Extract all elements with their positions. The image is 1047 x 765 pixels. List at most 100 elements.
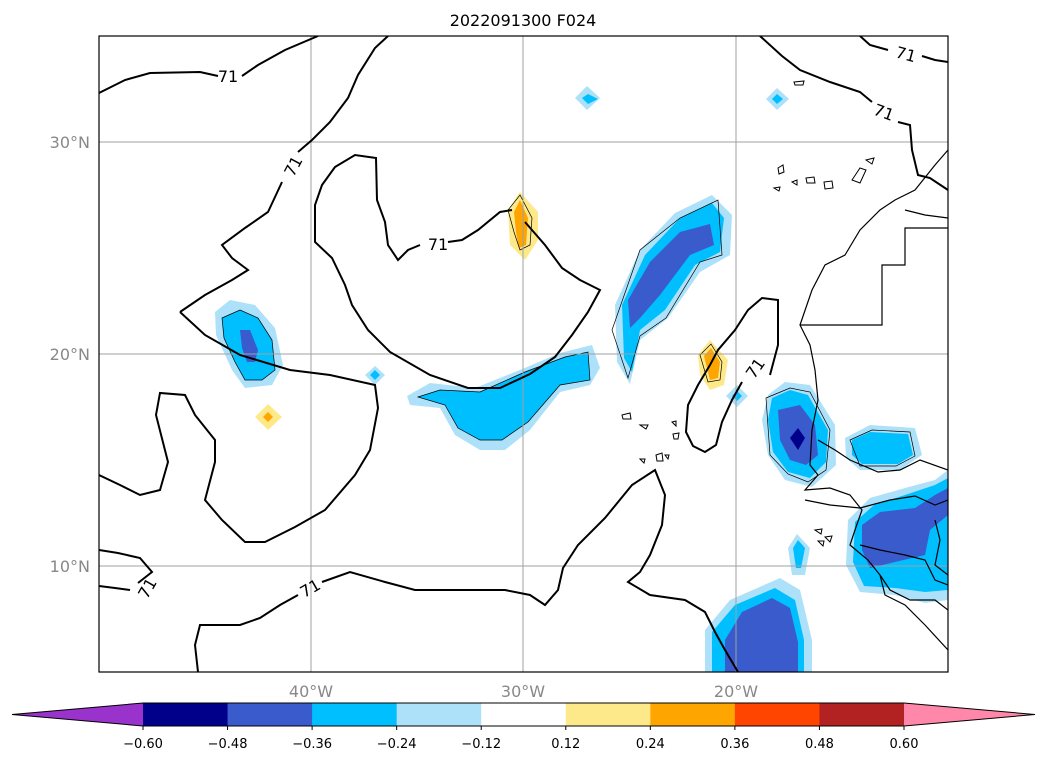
colorbar-segment <box>227 703 313 726</box>
colorbar-extend-high <box>904 703 1035 726</box>
y-tick-label-20n: 20°N <box>50 345 90 364</box>
canary-island <box>777 164 785 175</box>
country-border <box>817 439 948 473</box>
contour-line <box>99 311 380 543</box>
positive-anomaly-region <box>514 200 528 248</box>
canary-island <box>864 157 875 165</box>
anomaly-outline <box>611 199 723 380</box>
negative-anomaly-region <box>725 598 798 672</box>
cape-verde-island <box>672 432 680 440</box>
negative-anomaly-region <box>852 432 913 464</box>
contour-line <box>897 121 948 191</box>
western-sahara-border <box>800 227 948 326</box>
anomaly-outline <box>699 343 723 383</box>
positive-anomaly-region <box>263 412 273 422</box>
contour-71-lines <box>99 36 948 672</box>
x-tick-label-30w: 30°W <box>501 682 545 701</box>
country-border <box>879 574 948 611</box>
negative-anomaly-region <box>582 94 598 104</box>
contour-line <box>193 594 299 672</box>
contour-label: 71 <box>894 43 919 67</box>
bissagos-island <box>813 528 823 535</box>
cape-verde-island <box>671 420 677 428</box>
contour-line <box>99 585 131 591</box>
contour-line <box>859 36 889 51</box>
country-border <box>859 544 948 586</box>
negative-anomaly-region <box>862 488 948 568</box>
colorbar-extend-low <box>12 703 143 726</box>
contour-label: 71 <box>428 235 448 254</box>
contour-line <box>99 549 154 584</box>
contour-line <box>759 36 873 103</box>
colorbar-tick-label: 0.60 <box>890 737 919 752</box>
colorbar-tick-label: −0.60 <box>123 737 163 752</box>
coastlines <box>799 149 948 651</box>
canary-island <box>851 167 867 184</box>
chart-title: 2022091300 F024 <box>450 11 597 30</box>
colorbar-segment <box>650 703 736 726</box>
contour-label: 71 <box>218 67 238 86</box>
x-tick-label-40w: 40°W <box>289 682 333 701</box>
colorbar-segment <box>396 703 482 726</box>
x-tick-labels: 40°W 30°W 20°W <box>289 682 758 701</box>
contour-line <box>314 153 602 389</box>
madeira-island <box>793 80 805 86</box>
colorbar-tick-label: −0.12 <box>461 737 501 752</box>
colorbar-tick-label: 0.12 <box>551 737 580 752</box>
cape-verde-island <box>621 412 632 420</box>
contour-line <box>297 36 389 153</box>
contour-line <box>241 36 319 77</box>
contour-line <box>179 181 283 313</box>
colorbar-tick-label: 0.48 <box>805 737 834 752</box>
x-tick-label-20w: 20°W <box>714 682 758 701</box>
contour-line <box>684 296 779 454</box>
anomaly-outline <box>507 194 533 251</box>
colorbar-tick-label: 0.36 <box>720 737 749 752</box>
anomaly-shading <box>215 86 948 672</box>
colorbar-segment <box>143 703 229 726</box>
colorbar-tick-label: −0.24 <box>377 737 417 752</box>
cape-verde-island <box>638 458 646 464</box>
colorbar-tick-label: −0.48 <box>208 737 248 752</box>
y-tick-labels: 10°N 20°N 30°N <box>50 133 90 576</box>
y-tick-label-10n: 10°N <box>50 557 90 576</box>
map-plot-area: 71 71 71 71 71 71 71 71 <box>99 36 948 672</box>
bissagos-island <box>823 535 833 543</box>
anomaly-outline <box>849 429 916 467</box>
y-tick-label-30n: 30°N <box>50 133 90 152</box>
bissagos-island <box>816 540 825 548</box>
contour-line <box>447 209 513 243</box>
negative-anomaly-region <box>790 428 805 450</box>
positive-anomaly-region <box>704 348 720 380</box>
colorbar-segment <box>312 703 398 726</box>
canary-island <box>823 180 834 190</box>
colorbar: −0.60 −0.48 −0.36 −0.24 −0.12 0.12 0.24 0.36 0.4… <box>11 702 1036 752</box>
anomaly-outline <box>765 387 831 483</box>
colorbar-segment <box>481 703 567 726</box>
cape-verde-island <box>655 452 664 462</box>
negative-anomaly-region <box>772 94 783 104</box>
colorbar-segment <box>734 703 820 726</box>
country-border <box>804 495 948 509</box>
colorbar-segment <box>565 703 651 726</box>
negative-anomaly-region <box>628 224 714 328</box>
colorbar-tick-label: −0.36 <box>292 737 332 752</box>
africa-coastline <box>799 149 948 651</box>
country-border <box>904 209 948 219</box>
contour-line <box>921 55 948 63</box>
canary-island <box>790 179 798 186</box>
cape-verde-island <box>638 424 649 430</box>
negative-anomaly-region <box>418 352 590 440</box>
contour-line <box>321 468 739 672</box>
colorbar-segment <box>819 703 905 726</box>
canary-island <box>772 186 781 192</box>
cape-verde-island <box>664 454 670 461</box>
colorbar-tick-label: 0.24 <box>636 737 665 752</box>
negative-anomaly-region <box>793 540 805 568</box>
islands <box>621 80 875 548</box>
contour-line <box>99 70 219 94</box>
canary-island <box>805 176 816 184</box>
negative-anomaly-region <box>370 370 380 380</box>
map-frame <box>98 35 949 673</box>
